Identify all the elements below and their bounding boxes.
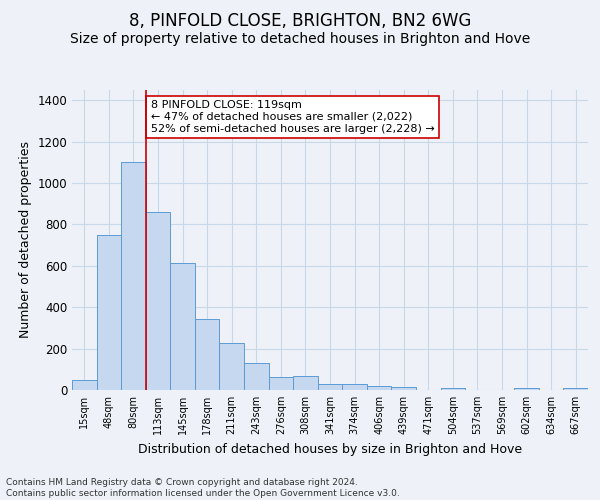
Text: Size of property relative to detached houses in Brighton and Hove: Size of property relative to detached ho… — [70, 32, 530, 46]
Bar — [97, 235, 121, 390]
X-axis label: Distribution of detached houses by size in Brighton and Hove: Distribution of detached houses by size … — [138, 442, 522, 456]
Bar — [146, 212, 170, 390]
Bar — [244, 362, 269, 390]
Bar — [563, 388, 588, 390]
Bar — [318, 384, 342, 390]
Bar — [514, 388, 539, 390]
Bar — [121, 162, 146, 390]
Text: 8 PINFOLD CLOSE: 119sqm
← 47% of detached houses are smaller (2,022)
52% of semi: 8 PINFOLD CLOSE: 119sqm ← 47% of detache… — [151, 100, 434, 134]
Y-axis label: Number of detached properties: Number of detached properties — [19, 142, 32, 338]
Bar — [72, 380, 97, 390]
Text: 8, PINFOLD CLOSE, BRIGHTON, BN2 6WG: 8, PINFOLD CLOSE, BRIGHTON, BN2 6WG — [129, 12, 471, 30]
Bar — [342, 384, 367, 390]
Bar — [367, 386, 391, 390]
Bar — [195, 319, 220, 390]
Bar — [220, 343, 244, 390]
Text: Contains HM Land Registry data © Crown copyright and database right 2024.
Contai: Contains HM Land Registry data © Crown c… — [6, 478, 400, 498]
Bar — [293, 376, 318, 390]
Bar — [170, 263, 195, 390]
Bar — [391, 387, 416, 390]
Bar — [440, 388, 465, 390]
Bar — [269, 376, 293, 390]
